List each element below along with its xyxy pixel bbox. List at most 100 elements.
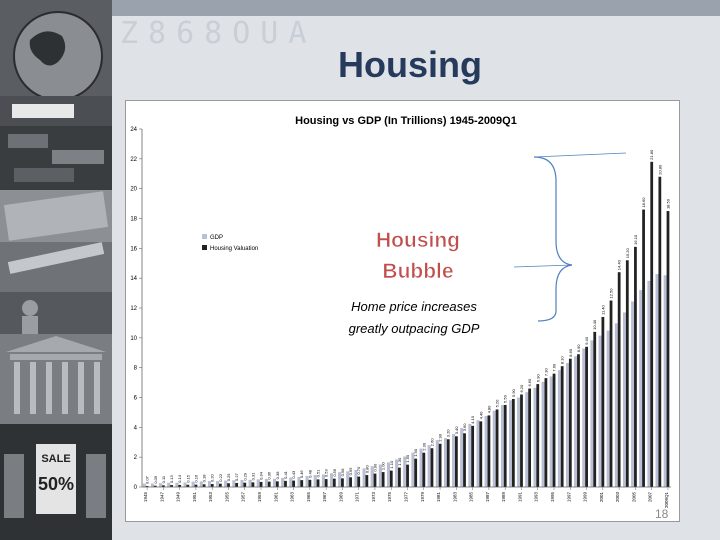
x-tick-label: 1993 bbox=[534, 492, 539, 503]
bar-housing bbox=[341, 478, 344, 487]
bar-gdp bbox=[549, 376, 553, 488]
bar-housing bbox=[601, 316, 605, 487]
bar-housing bbox=[194, 484, 198, 487]
data-label-housing: 3.60 bbox=[462, 423, 467, 432]
data-label-housing: 0.07 bbox=[145, 475, 150, 484]
x-tick-label: 1981 bbox=[436, 492, 441, 503]
data-label-housing: 0.48 bbox=[307, 469, 312, 478]
bar-housing bbox=[389, 470, 393, 487]
bar-housing bbox=[528, 388, 532, 487]
wall-street-sign bbox=[12, 104, 74, 118]
data-label-housing: 0.43 bbox=[291, 470, 296, 479]
bar-housing bbox=[560, 366, 564, 487]
x-tick-label: 1979 bbox=[420, 492, 425, 503]
x-tick-label: 1965 bbox=[306, 492, 311, 503]
bar-housing bbox=[593, 331, 597, 487]
data-label-housing: 0.46 bbox=[299, 470, 304, 479]
data-label-housing: 18.50 bbox=[665, 198, 670, 209]
data-label-housing: 18.60 bbox=[641, 197, 646, 208]
legend-label-housing: Housing Valuation bbox=[210, 246, 258, 252]
x-tick-label: 1959 bbox=[257, 492, 262, 503]
bar-housing bbox=[235, 482, 239, 487]
mannequin-shape bbox=[86, 454, 106, 518]
collage-art: SALE 50% bbox=[0, 0, 112, 540]
bar-housing bbox=[178, 484, 182, 487]
bar-gdp bbox=[443, 438, 447, 488]
data-label-housing: 1.50 bbox=[405, 454, 410, 463]
data-label-housing: 0.65 bbox=[348, 467, 353, 476]
bar-gdp bbox=[647, 280, 651, 488]
data-label-housing: 0.70 bbox=[356, 466, 361, 475]
data-label-housing: 3.20 bbox=[446, 429, 451, 438]
x-tick-label: 1963 bbox=[290, 492, 295, 503]
bar-gdp bbox=[427, 445, 431, 488]
x-tick-label: 1989 bbox=[501, 492, 506, 503]
bar-gdp bbox=[484, 416, 488, 488]
bar-housing bbox=[153, 485, 157, 487]
bar-housing bbox=[308, 479, 312, 487]
data-label-housing: 4.10 bbox=[470, 415, 475, 424]
bar-housing bbox=[373, 473, 377, 487]
bar-housing bbox=[536, 384, 540, 487]
data-label-housing: 5.20 bbox=[495, 399, 500, 408]
column-shape bbox=[62, 362, 68, 414]
bar-gdp bbox=[623, 312, 627, 488]
data-label-housing: 15.20 bbox=[625, 247, 630, 258]
bar-housing bbox=[324, 479, 328, 487]
bar-gdp bbox=[452, 434, 456, 488]
bar-housing bbox=[650, 161, 654, 488]
bubble-annotation: Housing Bubble Home price increases grea… bbox=[349, 152, 627, 336]
bar-housing bbox=[446, 439, 450, 487]
bar-gdp bbox=[614, 323, 618, 488]
bar-gdp bbox=[411, 452, 415, 488]
bar-housing bbox=[511, 398, 515, 487]
data-label-housing: 2.60 bbox=[429, 438, 434, 447]
legend-swatch-gdp bbox=[202, 234, 207, 239]
y-tick-label: 0 bbox=[134, 485, 138, 491]
workers-tile bbox=[0, 292, 112, 334]
y-tick-label: 20 bbox=[130, 187, 137, 193]
bar-housing bbox=[430, 448, 434, 487]
bar-gdp bbox=[590, 340, 594, 488]
data-label-housing: 0.34 bbox=[259, 471, 264, 480]
data-label-housing: 10.40 bbox=[592, 319, 597, 330]
bar-housing bbox=[520, 394, 523, 487]
bubble-heading-line2: Bubble bbox=[382, 260, 453, 283]
y-tick-label: 4 bbox=[134, 425, 138, 431]
bubble-heading-line1: Housing bbox=[376, 229, 460, 252]
data-label-housing: 8.90 bbox=[576, 344, 581, 353]
data-label-housing: 0.18 bbox=[202, 474, 207, 483]
bar-housing bbox=[381, 472, 385, 487]
x-tick-label: 2009Q1 bbox=[664, 492, 669, 509]
data-label-housing: 6.60 bbox=[527, 378, 532, 387]
y-tick-label: 16 bbox=[130, 246, 137, 252]
container-shape bbox=[14, 168, 74, 182]
data-label-housing: 0.31 bbox=[250, 472, 255, 481]
bar-housing bbox=[495, 409, 499, 487]
bar-gdp bbox=[631, 301, 635, 488]
bar-housing bbox=[186, 484, 190, 487]
bar-housing bbox=[487, 415, 491, 487]
data-label-housing: 7.30 bbox=[543, 368, 548, 377]
bar-gdp bbox=[460, 428, 464, 488]
x-tick-label: 1973 bbox=[371, 492, 376, 503]
column-shape bbox=[14, 362, 20, 414]
data-label-housing: 5.90 bbox=[511, 388, 516, 397]
data-label-housing: 0.22 bbox=[218, 473, 223, 482]
watermark: Z868OUA bbox=[120, 16, 317, 51]
bar-housing bbox=[162, 485, 165, 487]
column-shape bbox=[46, 362, 52, 414]
x-tick-label: 1955 bbox=[224, 492, 229, 503]
legend-label-gdp: GDP bbox=[210, 235, 223, 241]
data-label-housing: 0.53 bbox=[324, 469, 329, 478]
x-tick-label: 1997 bbox=[566, 492, 571, 503]
bar-housing bbox=[145, 485, 149, 487]
bar-housing bbox=[406, 464, 409, 487]
data-label-housing: 16.10 bbox=[633, 234, 638, 245]
x-tick-label: 1971 bbox=[355, 492, 360, 503]
data-label-housing: 12.50 bbox=[609, 288, 614, 299]
bar-housing bbox=[455, 436, 458, 487]
x-axis: 1945 1947 1949 1951 1953 1955 1957 1959 1961 1963… bbox=[142, 486, 671, 509]
data-label-housing: 5.50 bbox=[503, 394, 508, 403]
bar-housing bbox=[316, 479, 320, 487]
